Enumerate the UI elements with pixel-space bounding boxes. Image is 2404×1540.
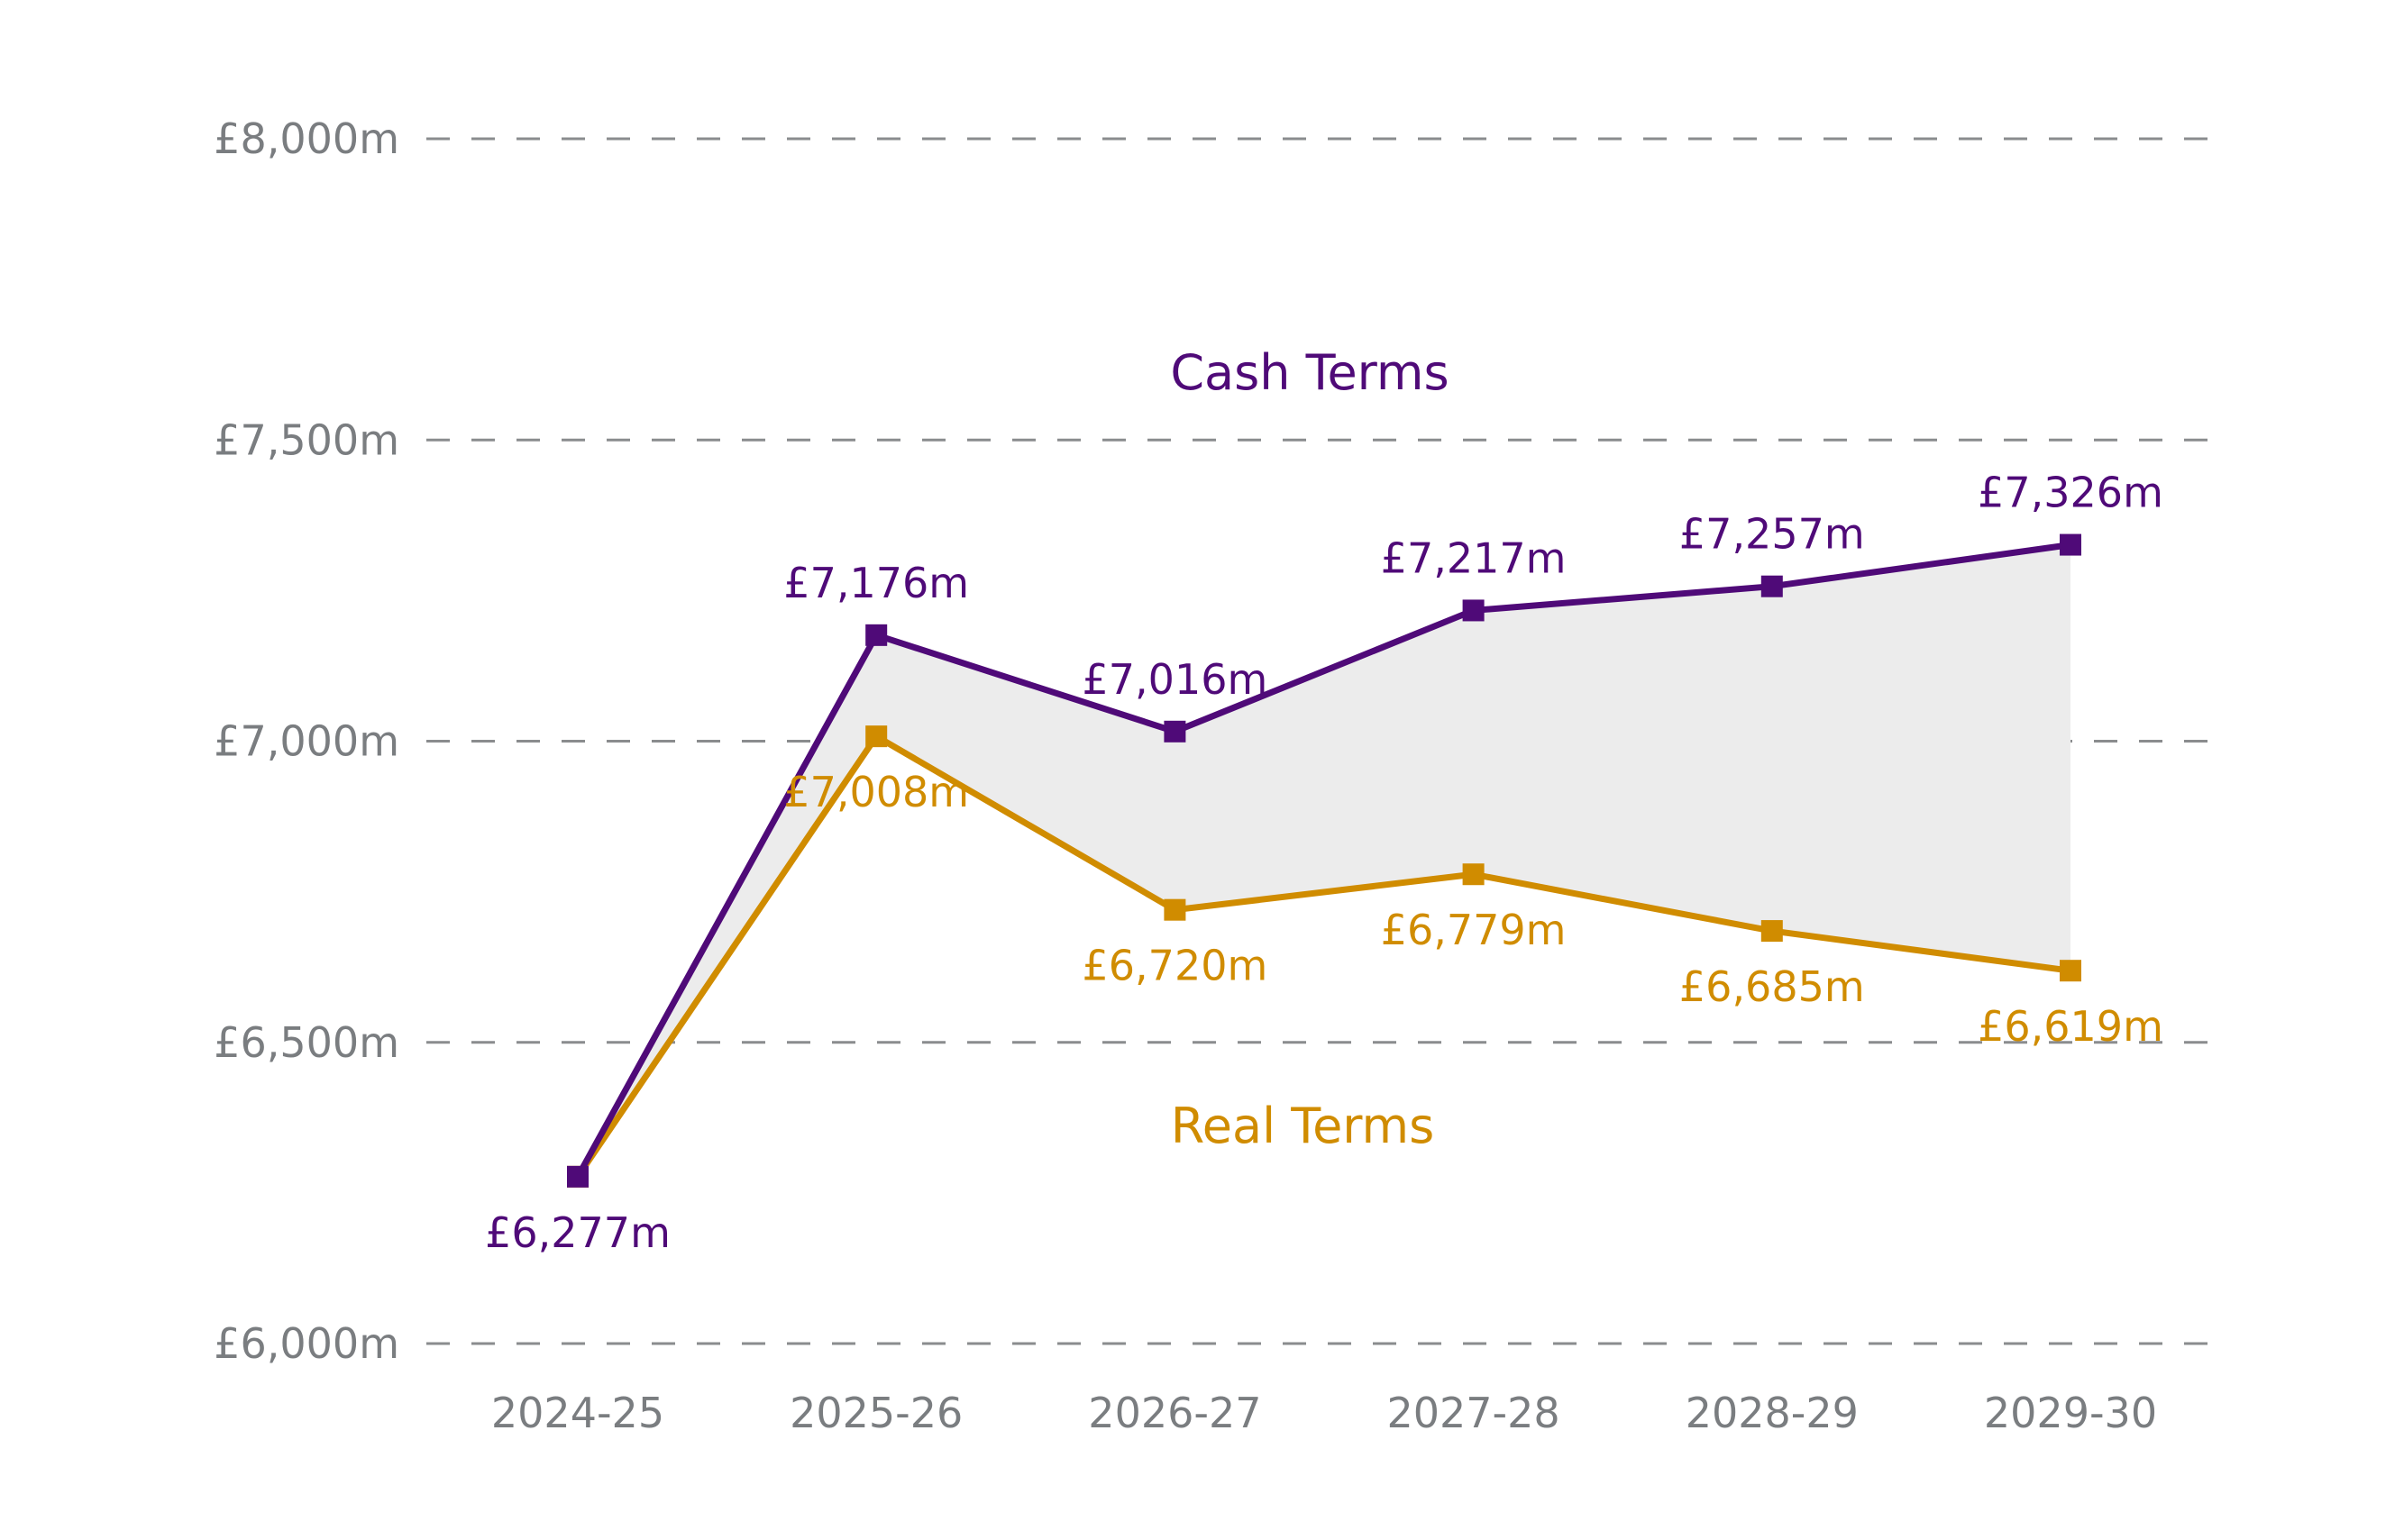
data-marker [1462,863,1485,886]
x-tick-label: 2028-29 [1686,1389,1859,1437]
data-marker [567,1165,589,1188]
gap-fill-area [578,544,2070,1177]
series-title-cash-terms: Cash Terms [1170,344,1449,401]
y-axis-ticks: £6,000m £6,500m £7,000m £7,500m £8,000m [214,114,399,1368]
y-tick-label: £6,000m [214,1319,399,1368]
data-marker [1760,920,1783,943]
x-tick-label: 2029-30 [1984,1389,2157,1437]
series-line-cash-terms [574,542,2071,1179]
data-label: £6,685m [1679,962,1865,1011]
data-marker [2060,960,2081,982]
x-tick-label: 2024-25 [491,1389,664,1437]
data-marker [865,624,888,646]
data-marker [1760,575,1783,597]
data-label: £7,217m [1381,533,1567,582]
data-label: £7,326m [1978,469,2163,517]
data-label: £7,008m [783,768,969,816]
x-tick-label: 2026-27 [1088,1389,1261,1437]
data-label: £6,779m [1381,906,1567,954]
data-marker [2060,533,2081,556]
data-marker [865,725,888,748]
data-marker [1164,720,1186,743]
series-line-real-terms [575,733,2071,1179]
y-tick-label: £7,500m [214,415,399,464]
x-tick-label: 2027-28 [1386,1389,1559,1437]
data-label: £7,257m [1679,510,1865,559]
data-label: £6,720m [1083,942,1268,990]
data-marker [1462,599,1485,622]
data-label: £6,277m [485,1208,671,1257]
x-axis-ticks: 2024-25 2025-26 2026-27 2027-28 2028-29 2029-… [491,1389,2157,1437]
series-lines [567,533,2081,1188]
data-label: £7,176m [783,559,969,607]
data-labels: £7,008m £6,720m £6,779m £6,685m £6,619m £6,27… [485,469,2163,1257]
data-marker [1164,898,1186,921]
data-label: £7,016m [1083,655,1268,704]
x-tick-label: 2025-26 [790,1389,963,1437]
y-tick-label: £8,000m [214,114,399,163]
y-tick-label: £7,000m [214,717,399,766]
series-title-real-terms: Real Terms [1171,1098,1435,1154]
y-tick-label: £6,500m [214,1018,399,1067]
data-label: £6,619m [1978,1002,2163,1051]
